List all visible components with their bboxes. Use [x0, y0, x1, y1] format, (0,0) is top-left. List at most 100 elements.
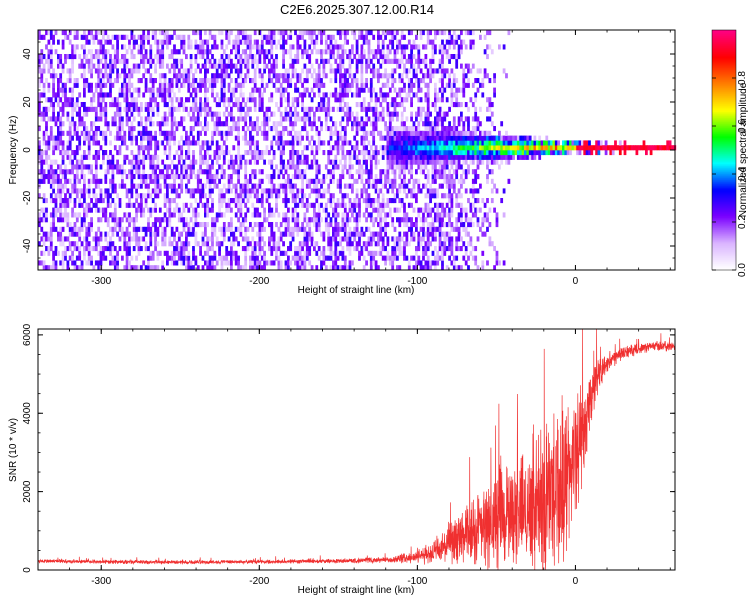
spectrogram-cell: [407, 145, 411, 151]
spectrogram-cell: [339, 241, 342, 247]
spectrogram-cell: [305, 30, 309, 36]
spectrogram-cell: [369, 241, 373, 247]
spectrogram-cell: [161, 44, 165, 50]
spectrogram-cell: [187, 82, 191, 88]
spectrogram-cell: [204, 73, 207, 79]
spectrogram-cell: [336, 183, 340, 189]
spectrogram-cell: [260, 106, 264, 112]
spectrogram-cell: [419, 97, 423, 103]
spectrogram-cell: [182, 68, 186, 74]
spectrogram-cell: [175, 73, 179, 79]
spectrogram-cell: [111, 154, 115, 160]
spectrogram-cell: [104, 111, 108, 117]
spectrogram-cell: [260, 102, 264, 108]
spectrogram-cell: [320, 126, 323, 132]
spectrogram-cell: [419, 154, 423, 160]
spectrogram-cell: [369, 255, 373, 261]
spectrogram-cell: [396, 265, 399, 271]
spectrogram-cell: [272, 68, 276, 74]
spectrogram-cell: [322, 246, 326, 252]
spectrogram-cell: [194, 58, 198, 64]
spectrogram-cell: [99, 102, 103, 108]
spectrogram-cell: [334, 44, 338, 50]
spectrogram-cell: [341, 154, 345, 160]
spectrogram-cell: [353, 236, 357, 242]
spectrogram-cell: [436, 92, 440, 98]
spectrogram-cell: [258, 260, 262, 266]
spectrogram-cell: [294, 111, 297, 117]
spectrogram-cell: [438, 159, 442, 165]
spectrogram-cell: [57, 236, 60, 242]
spectrogram-cell: [279, 130, 283, 136]
spectrogram-cell: [400, 236, 404, 242]
spectrogram-cell: [104, 231, 108, 237]
spectrogram-cell: [128, 92, 131, 98]
spectrogram-cell: [234, 212, 238, 218]
spectrogram-cell: [289, 30, 293, 36]
spectrogram-cell: [301, 135, 304, 141]
spectrogram-cell: [441, 150, 444, 156]
spectrogram-cell: [362, 126, 366, 132]
spectrogram-cell: [303, 116, 307, 122]
spectrogram-cell: [388, 130, 392, 136]
spectrogram-cell: [341, 169, 345, 175]
spectrogram-cell: [66, 178, 70, 184]
spectrogram-cell: [175, 34, 179, 40]
spectrogram-cell: [59, 126, 63, 132]
spectrogram-cell: [431, 54, 435, 60]
spectrogram-cell: [336, 164, 340, 170]
spectrogram-cell: [185, 140, 188, 146]
spectrogram-cell: [450, 39, 454, 45]
spectrogram-cell: [327, 154, 331, 160]
spectrogram-cell: [83, 130, 86, 136]
spectrogram-cell: [187, 111, 191, 117]
spectrogram-cell: [426, 126, 430, 132]
spectrogram-cell: [379, 111, 383, 117]
spectrogram-cell: [367, 58, 371, 64]
spectrogram-cell: [263, 260, 266, 266]
spectrogram-cell: [339, 54, 342, 60]
spectrogram-cell: [225, 135, 229, 141]
spectrogram-cell: [54, 140, 58, 146]
spectrogram-cell: [244, 226, 248, 232]
spectrogram-cell: [151, 222, 155, 228]
spectrogram-cell: [415, 145, 418, 151]
spectrogram-cell: [360, 34, 364, 40]
spectrogram-cell: [303, 154, 307, 160]
spectrogram-cell: [57, 58, 60, 64]
spectrogram-cell: [170, 49, 174, 55]
spectrogram-cell: [239, 73, 243, 79]
spectrogram-cell: [156, 145, 160, 151]
spectrogram-cell: [161, 97, 165, 103]
spectrogram-cell: [168, 82, 172, 88]
spectrogram-cell: [258, 97, 262, 103]
spectrogram-cell: [222, 130, 226, 136]
spectrogram-cell: [121, 255, 124, 261]
spectrogram-cell: [279, 150, 283, 156]
spectrogram-cell: [61, 159, 65, 165]
spectrogram-cell: [130, 34, 134, 40]
spectrogram-cell: [443, 140, 447, 146]
spectrogram-cell: [57, 97, 60, 103]
spectrogram-cell: [182, 164, 186, 170]
spectrogram-cell: [230, 78, 233, 84]
spectrogram-cell: [450, 34, 454, 40]
spectrogram-cell: [170, 106, 174, 112]
spectrogram-cell: [111, 217, 115, 223]
spectrogram-cell: [367, 183, 371, 189]
spectrogram-cell: [329, 241, 333, 247]
spectrogram-cell: [443, 130, 447, 136]
spectrogram-cell: [268, 178, 271, 184]
spectrogram-cell: [327, 49, 331, 55]
spectrogram-cell: [192, 154, 195, 160]
spectrogram-cell: [185, 222, 188, 228]
spectrogram-cell: [104, 54, 108, 60]
spectrogram-cell: [156, 255, 160, 261]
spectrogram-cell: [379, 212, 383, 218]
spectrogram-cell: [204, 121, 207, 127]
spectrogram-cell: [135, 265, 138, 271]
spectrogram-cell: [161, 140, 165, 146]
spectrogram-cell: [348, 140, 352, 146]
spectrogram-cell: [270, 246, 274, 252]
spectrogram-cell: [109, 164, 112, 170]
